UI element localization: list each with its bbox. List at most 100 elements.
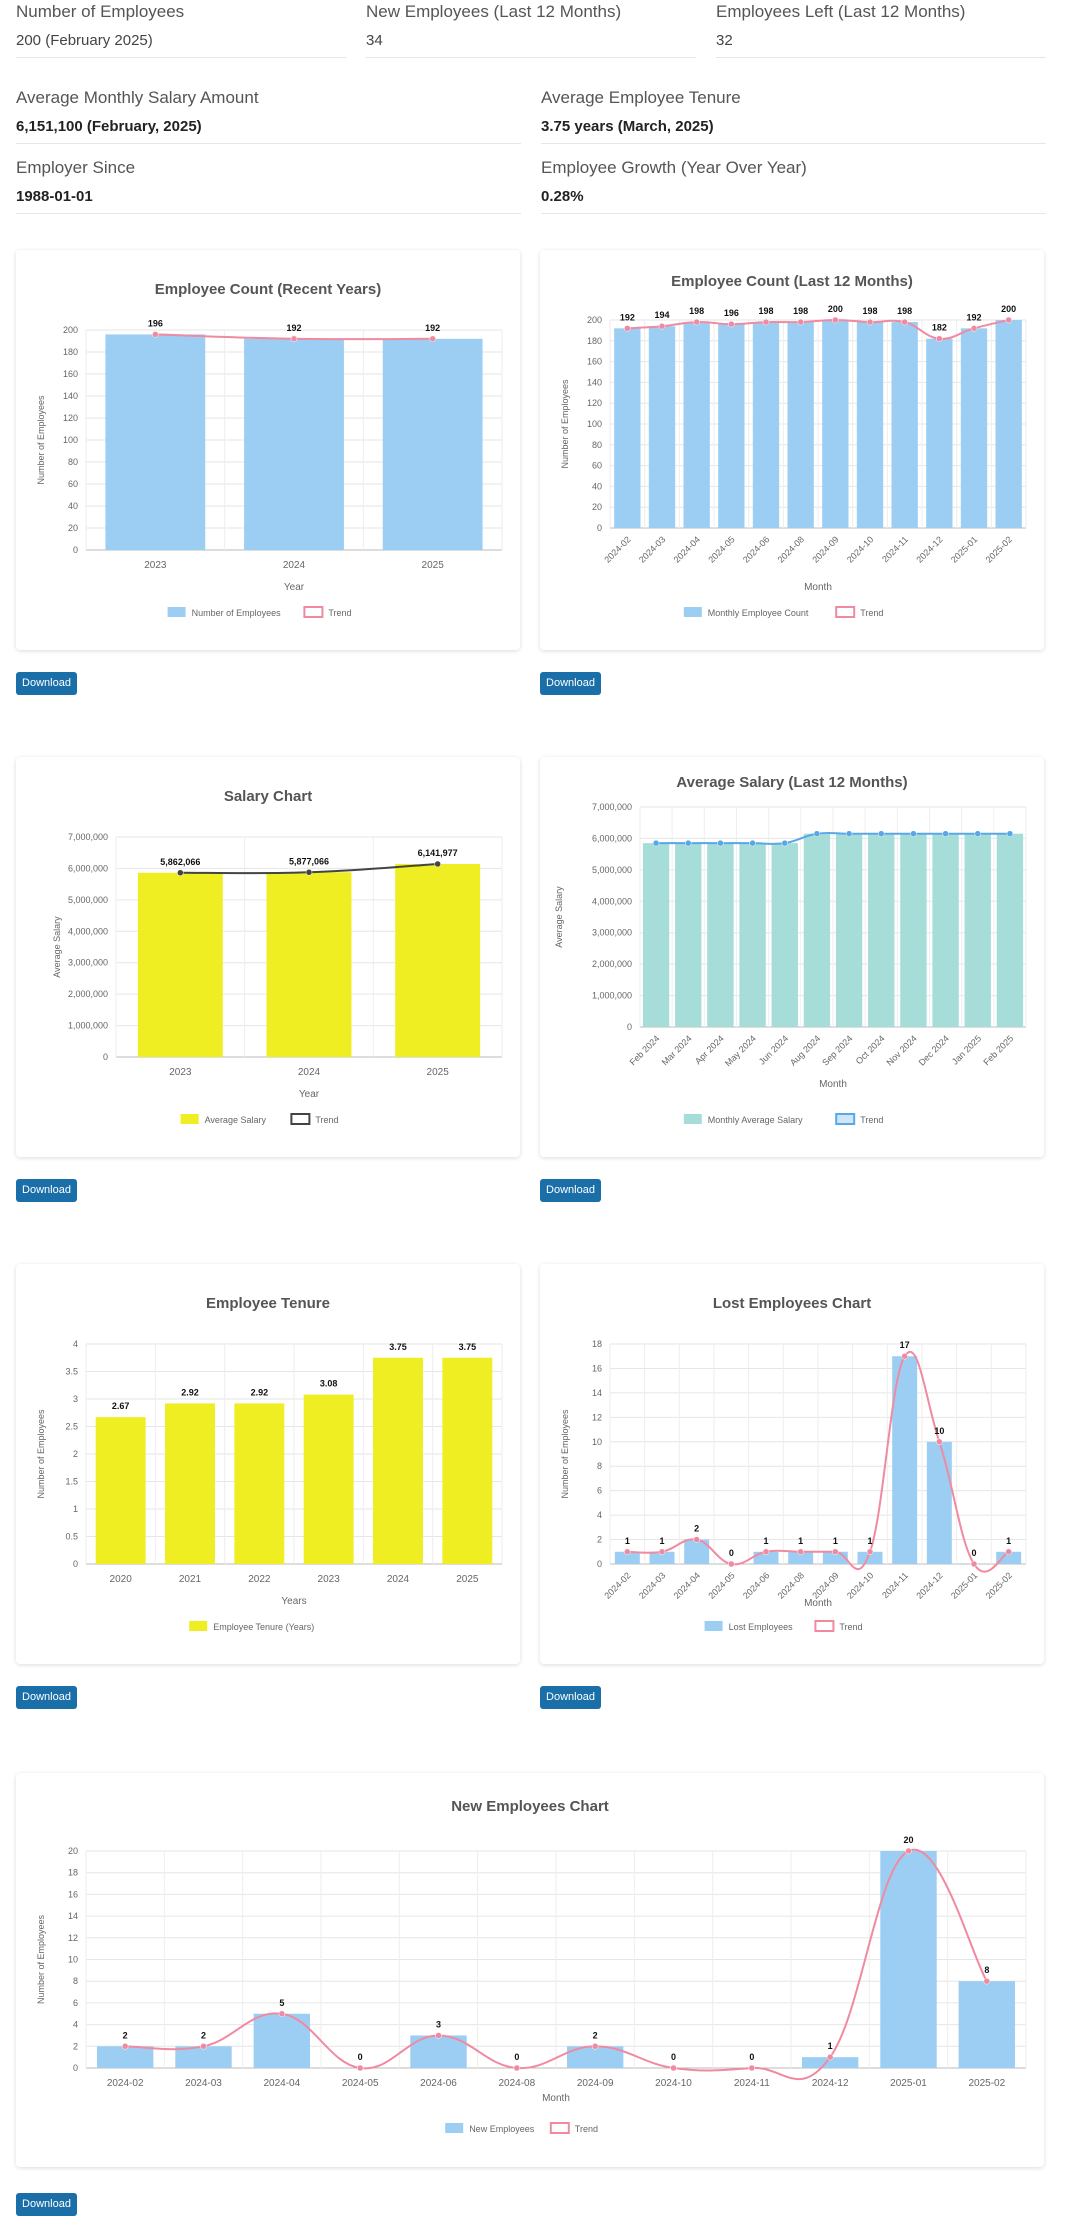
bar [718, 324, 745, 528]
y-tick-label: 1,000,000 [68, 1021, 108, 1031]
x-tick-label: 2025-02 [984, 1570, 1014, 1600]
download-button[interactable]: Download [540, 1179, 601, 1202]
y-tick-label: 8 [73, 1976, 78, 1986]
y-tick-label: 16 [592, 1363, 602, 1373]
chart-title: Salary Chart [224, 788, 312, 805]
x-tick-label: 2024-11 [734, 2078, 770, 2089]
data-label: 17 [900, 1340, 910, 1350]
x-tick-label: 2025-01 [949, 534, 979, 564]
bar [614, 328, 641, 528]
data-label: 2.92 [181, 1387, 199, 1397]
trend-point [728, 1560, 735, 1568]
bar [566, 2046, 624, 2068]
y-tick-label: 10 [592, 1437, 602, 1447]
legend-swatch [683, 607, 702, 617]
y-tick-label: 120 [63, 413, 78, 423]
y-tick-label: 4,000,000 [68, 926, 108, 936]
bar [900, 833, 927, 1027]
x-tick-label: 2024-06 [741, 1570, 771, 1600]
data-label: 192 [286, 323, 301, 333]
data-label: 198 [897, 306, 912, 316]
y-tick-label: 40 [68, 501, 78, 511]
data-label: 0 [358, 2052, 363, 2062]
trend-point [974, 830, 981, 837]
stat-label: Employee Growth (Year Over Year) [541, 158, 807, 177]
data-label: 1 [833, 1536, 838, 1546]
data-label: 182 [932, 323, 947, 333]
stat-value: 0.28% [541, 188, 584, 205]
y-tick-label: 0 [597, 1559, 602, 1569]
legend-label: Monthly Employee Count [708, 608, 809, 618]
x-tick-label: 2024-02 [602, 1570, 632, 1600]
y-tick-label: 6,000,000 [68, 863, 108, 873]
data-label: 5 [279, 1998, 284, 2008]
y-tick-label: 20 [592, 502, 602, 512]
download-button[interactable]: Download [540, 672, 601, 695]
y-tick-label: 2,000,000 [592, 959, 632, 969]
bar [675, 843, 702, 1027]
y-tick-label: 2 [73, 1449, 78, 1459]
download-button[interactable]: Download [16, 2193, 77, 2216]
legend-label: Trend [860, 608, 883, 618]
trend-point [878, 830, 885, 837]
y-axis-title: Number of Employees [560, 379, 570, 469]
chart-svg: Employee Count (Recent Years) 0 20 40 60 80 10… [36, 281, 503, 618]
x-tick-label: 2025 [427, 1067, 450, 1078]
chart-title: Lost Employees Chart [713, 1295, 871, 1312]
legend-swatch [290, 1113, 311, 1125]
x-tick-label: 2024-10 [655, 2078, 692, 2089]
x-tick-label: 2024-05 [706, 1570, 736, 1600]
trend-point [866, 318, 874, 326]
trend-point [177, 869, 184, 877]
x-axis-title: Month [542, 2093, 570, 2104]
y-tick-label: 100 [63, 435, 78, 445]
x-tick-label: 2025 [456, 1574, 479, 1585]
trend-point [832, 1548, 839, 1556]
data-label: 6,141,977 [418, 848, 458, 858]
legend-swatch [445, 2123, 464, 2133]
download-button[interactable]: Download [540, 1686, 601, 1709]
trend-point [1005, 1548, 1012, 1556]
legend-item: Number of Employees [167, 607, 281, 618]
bar [856, 322, 884, 528]
x-tick-label: Feb 2025 [981, 1033, 1015, 1067]
bar [771, 843, 798, 1027]
x-tick-label: Jan 2025 [950, 1033, 983, 1066]
trend-point [1005, 316, 1012, 324]
x-tick-label: Sep 2024 [820, 1033, 854, 1067]
y-axis-title: Number of Employees [36, 395, 46, 485]
y-tick-label: 8 [597, 1461, 602, 1471]
download-button[interactable]: Download [16, 672, 77, 695]
data-label: 2 [201, 2030, 206, 2040]
x-tick-label: Apr 2024 [693, 1033, 726, 1066]
legend-item: Monthly Employee Count [683, 607, 809, 618]
y-tick-label: 1,000,000 [592, 991, 632, 1001]
trend-point [970, 1560, 978, 1568]
x-tick-label: Dec 2024 [917, 1033, 951, 1067]
y-tick-label: 6 [73, 1998, 78, 2008]
y-tick-label: 4,000,000 [592, 896, 632, 906]
trend-point [901, 1352, 908, 1360]
x-tick-label: Mar 2024 [660, 1033, 694, 1067]
data-label: 5,877,066 [289, 856, 329, 866]
bar [857, 1551, 883, 1564]
y-tick-label: 140 [63, 391, 78, 401]
x-axis-title: Month [819, 1079, 847, 1090]
download-button[interactable]: Download [16, 1179, 77, 1202]
stat-label: Average Employee Tenure [541, 88, 741, 107]
trend-point [717, 839, 724, 847]
y-tick-label: 1.5 [65, 1477, 78, 1487]
bar [739, 843, 766, 1027]
y-tick-label: 4 [73, 2020, 78, 2030]
legend-item: Trend [835, 1113, 883, 1125]
x-tick-label: 2024-05 [342, 2078, 379, 2089]
download-button[interactable]: Download [16, 1686, 77, 1709]
x-tick-label: 2024-08 [776, 534, 806, 564]
trend-point [749, 839, 756, 847]
data-label: 194 [654, 310, 669, 320]
bar [926, 1441, 952, 1564]
x-tick-label: 2025 [422, 560, 445, 571]
y-tick-label: 1 [73, 1504, 78, 1514]
x-tick-label: 2024-03 [637, 1570, 667, 1600]
